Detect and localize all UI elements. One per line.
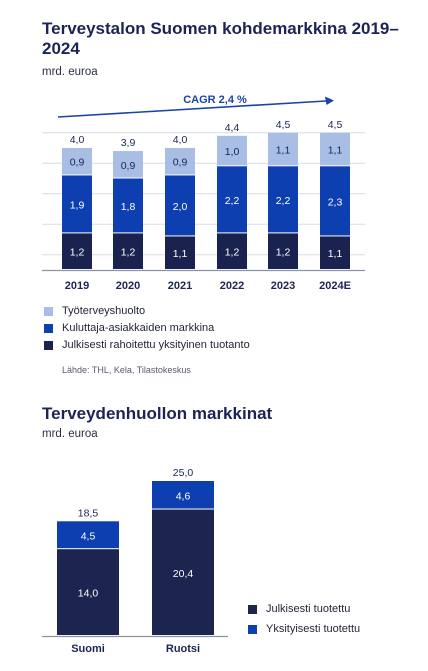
legend-label: Työterveyshuolto bbox=[62, 305, 146, 317]
bar-segment bbox=[113, 233, 143, 269]
x-tick-label: 2022 bbox=[220, 280, 244, 292]
bar-segment bbox=[268, 166, 298, 233]
bar-segment bbox=[165, 236, 195, 269]
source-note: Lähde: THL, Kela, Tilastokeskus bbox=[62, 365, 191, 375]
total-label: 25,0 bbox=[173, 467, 194, 479]
data-label: 4,5 bbox=[81, 530, 96, 542]
data-label: 2,2 bbox=[225, 195, 240, 207]
data-label: 20,4 bbox=[173, 568, 194, 580]
legend-tyoterveys: Työterveyshuolto bbox=[44, 305, 145, 317]
chart2-subtitle: mrd. euroa bbox=[42, 428, 98, 440]
data-label: 4,6 bbox=[176, 490, 191, 502]
total-label: 4,5 bbox=[328, 119, 343, 131]
legend-julkisesti-rahoitettu: Julkisesti rahoitettu yksityinen tuotant… bbox=[44, 339, 250, 351]
total-label: 4,0 bbox=[70, 134, 85, 146]
data-label: 1,2 bbox=[225, 247, 240, 259]
legend-swatch bbox=[44, 340, 53, 350]
legend-swatch bbox=[248, 624, 257, 634]
bar-segment bbox=[113, 178, 143, 233]
data-label: 1,1 bbox=[328, 248, 343, 260]
data-label: 1,8 bbox=[121, 201, 136, 213]
bar-segment bbox=[268, 132, 298, 166]
cagr-arrow-line bbox=[57, 100, 327, 118]
chart1-title: Terveystalon Suomen kohdemarkkina 2019–2… bbox=[42, 19, 399, 58]
x-tick-label: 2020 bbox=[116, 280, 140, 292]
data-label: 1,0 bbox=[225, 146, 240, 158]
cagr-arrow-head bbox=[325, 96, 334, 105]
cagr-annotation: CAGR 2,4 % bbox=[183, 94, 247, 106]
bar-segment bbox=[320, 132, 350, 166]
data-label: 1,1 bbox=[328, 145, 343, 157]
legend-label: Julkisesti rahoitettu yksityinen tuotant… bbox=[62, 339, 250, 351]
chart1-subtitle: mrd. euroa bbox=[42, 66, 98, 78]
bar-segment bbox=[57, 521, 119, 549]
legend-swatch bbox=[248, 604, 257, 614]
legend-swatch bbox=[44, 323, 53, 333]
x-tick-label: 2021 bbox=[168, 280, 192, 292]
data-label: 14,0 bbox=[78, 588, 99, 600]
data-label: 2,3 bbox=[328, 196, 343, 208]
legend-label: Yksityisesti tuotettu bbox=[266, 623, 361, 635]
data-label: 0,9 bbox=[173, 157, 188, 169]
bar-segment bbox=[268, 233, 298, 269]
x-tick-label: Suomi bbox=[71, 643, 105, 655]
total-label: 4,4 bbox=[225, 122, 240, 134]
legend-kuluttaja: Kuluttaja-asiakkaiden markkina bbox=[44, 322, 214, 334]
data-label: 1,2 bbox=[70, 247, 85, 259]
legend-label: Julkisesti tuotettu bbox=[266, 603, 351, 615]
bar-segment bbox=[62, 233, 92, 269]
bar-segment bbox=[62, 175, 92, 233]
bar-segment bbox=[62, 148, 92, 175]
total-label: 4,5 bbox=[276, 119, 291, 131]
bar-segment bbox=[217, 233, 247, 269]
legend-label: Kuluttaja-asiakkaiden markkina bbox=[62, 322, 215, 334]
legend-swatch bbox=[44, 306, 53, 316]
data-label: 1,9 bbox=[70, 199, 85, 211]
bar-segment bbox=[320, 236, 350, 269]
bar-segment bbox=[152, 481, 214, 509]
bar-segment bbox=[217, 135, 247, 166]
x-tick-label: Ruotsi bbox=[166, 643, 200, 655]
x-tick-label: 2019 bbox=[65, 280, 89, 292]
x-tick-label: 2023 bbox=[271, 280, 295, 292]
bar-segment bbox=[113, 151, 143, 178]
data-label: 1,1 bbox=[276, 145, 291, 157]
legend-yksityisesti-tuotettu: Yksityisesti tuotettu bbox=[248, 623, 360, 635]
data-label: 1,2 bbox=[121, 247, 136, 259]
chart1-plot: 1,2 1,9 0,9 4,0 2019 1,2 1,8 0,9 3,9 2020 1,1 2,0 0,… bbox=[42, 94, 365, 292]
data-label: 2,2 bbox=[276, 195, 291, 207]
chart2-title: Terveydenhuollon markkinat bbox=[42, 404, 273, 423]
bar-segment bbox=[165, 148, 195, 175]
total-label: 3,9 bbox=[121, 137, 136, 149]
bar-segment bbox=[152, 509, 214, 635]
x-tick-label: 2024E bbox=[319, 280, 351, 292]
data-label: 0,9 bbox=[70, 157, 85, 169]
data-label: 0,9 bbox=[121, 160, 136, 172]
bar-segment bbox=[217, 166, 247, 233]
data-label: 2,0 bbox=[173, 201, 188, 213]
bar-segment bbox=[57, 549, 119, 635]
bar-segment bbox=[165, 175, 195, 236]
bar-segment bbox=[320, 166, 350, 236]
legend-julkisesti-tuotettu: Julkisesti tuotettu bbox=[248, 603, 350, 615]
data-label: 1,2 bbox=[276, 247, 291, 259]
total-label: 18,5 bbox=[78, 507, 99, 519]
total-label: 4,0 bbox=[173, 134, 188, 146]
data-label: 1,1 bbox=[173, 248, 188, 260]
